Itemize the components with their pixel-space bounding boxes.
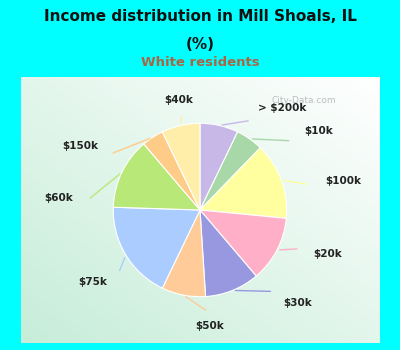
Wedge shape <box>200 210 256 296</box>
Text: $10k: $10k <box>304 126 333 136</box>
Text: $40k: $40k <box>165 95 194 105</box>
Text: $30k: $30k <box>283 298 312 308</box>
Text: $60k: $60k <box>44 194 73 203</box>
Wedge shape <box>162 210 206 297</box>
Text: Income distribution in Mill Shoals, IL: Income distribution in Mill Shoals, IL <box>44 9 356 24</box>
Text: > $200k: > $200k <box>258 103 306 113</box>
Wedge shape <box>113 207 200 288</box>
Wedge shape <box>200 123 238 210</box>
Wedge shape <box>200 132 260 210</box>
Text: $150k: $150k <box>62 141 98 152</box>
Text: White residents: White residents <box>141 56 259 69</box>
Text: City-Data.com: City-Data.com <box>272 96 336 105</box>
Text: $75k: $75k <box>79 277 108 287</box>
Wedge shape <box>200 148 287 218</box>
Wedge shape <box>200 210 286 276</box>
Wedge shape <box>144 132 200 210</box>
Text: $20k: $20k <box>313 249 342 259</box>
Text: (%): (%) <box>186 37 214 52</box>
Wedge shape <box>162 123 200 210</box>
Wedge shape <box>113 144 200 210</box>
Text: $50k: $50k <box>195 321 224 331</box>
Text: $100k: $100k <box>325 176 361 186</box>
